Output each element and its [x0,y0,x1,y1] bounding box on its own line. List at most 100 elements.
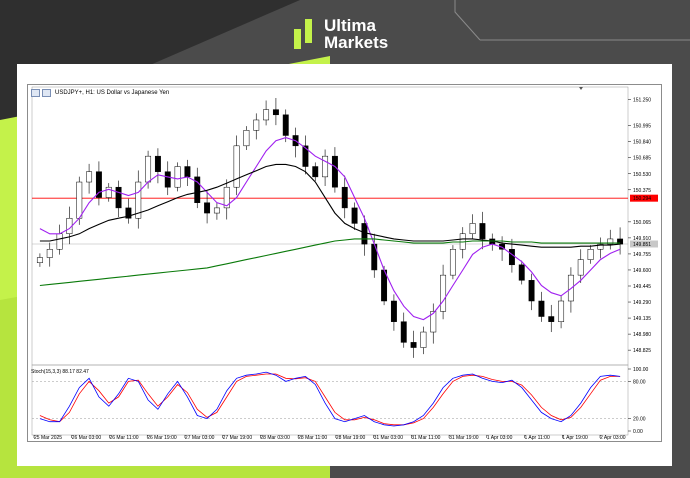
price-tick-label: 150.065 [633,220,651,226]
stochastic-label: Stoch(15,3,3) 88.17 82.47 [31,369,89,375]
bull-candle [145,155,152,183]
bull-candle [469,223,476,235]
price-chart[interactable]: 151.250 150.995 150.840 150.685 150.530 150.3… [28,85,661,441]
stochastic-signal-line [39,373,621,426]
time-tick-label: 26 Mar 11:00 [109,435,138,441]
bear-candle [154,155,161,172]
bear-candle [518,264,525,281]
bear-candle [282,114,289,136]
bear-candle [184,166,191,178]
bull-candle [243,130,250,147]
bull-candle [105,186,112,198]
bear-candle [95,171,102,198]
price-tick-label: 150.530 [633,172,651,178]
bear-candle [115,186,122,209]
chart-window[interactable]: 151.250 150.995 150.840 150.685 150.530 150.3… [27,84,662,442]
bear-candle [341,186,348,209]
stochastic-pane-frame [31,364,629,436]
ma-fast-line [39,137,621,321]
time-tick-label: 28 Mar 11:00 [298,435,327,441]
price-tick-label: 151.250 [633,97,651,103]
window-restore-icon[interactable] [31,89,40,97]
current-price-tag [630,240,658,248]
bull-candle [76,181,83,219]
bear-candle [410,342,417,348]
price-tick-label: 149.135 [633,316,651,322]
bull-candle [56,233,63,250]
bull-candle [449,249,456,276]
chart-title-bar: USDJPY+, H1: US Dollar vs Japanese Yen [31,88,169,98]
price-tick-label: 149.755 [633,252,651,258]
bull-candle [86,171,93,183]
stochastic-level-label: 20.00 [633,417,646,423]
ultima-markets-logo: Ultima Markets [292,14,388,54]
bear-candle [390,300,397,322]
time-tick-label: 31 Mar 03:00 [374,435,404,441]
bear-candle [538,300,545,317]
bull-candle [253,119,260,131]
resistance-price-tag [630,194,658,202]
price-tick-label: 149.910 [633,236,651,242]
stochastic-level-label: 100.00 [633,367,649,373]
stochastic-level-label: 0.00 [633,429,643,435]
bull-candle [223,186,230,209]
stochastic-level-label: 80.00 [633,379,646,385]
bear-candle [331,155,338,188]
price-pane-frame [31,86,629,366]
price-tick-label: 148.825 [633,348,651,354]
bull-candle [420,331,427,348]
time-tick-label: 26 Mar 19:00 [147,435,177,441]
bull-candle [577,259,584,276]
time-tick-label: 31 Mar 19:00 [449,435,479,441]
window-maximize-icon[interactable] [42,89,51,97]
bear-candle [400,321,407,343]
chart-title: USDJPY+, H1: US Dollar vs Japanese Yen [55,90,170,96]
brand-name-line1: Ultima [324,16,376,35]
bull-candle [135,181,142,219]
bull-candle [430,311,437,333]
price-tick-label: 149.445 [633,284,651,290]
bull-candle [233,145,240,188]
bear-candle [164,171,171,188]
bull-candle [587,249,594,260]
price-tick-label: 150.840 [633,140,651,146]
bull-candle [440,274,447,312]
time-tick-label: 28 Mar 03:00 [260,435,290,441]
time-tick-label: 26 Mar 03:00 [72,435,102,441]
time-tick-label: 1 Apr 19:00 [562,435,588,441]
time-tick-label: 2 Apr 03:00 [600,435,626,441]
bear-candle [194,176,201,203]
ma-slow-line [39,238,621,287]
bear-candle [479,223,486,240]
bear-candle [548,316,555,322]
bull-candle [558,300,565,322]
price-tick-label: 150.375 [633,188,651,194]
bear-candle [312,166,319,178]
bear-candle [528,280,535,302]
brand-name-line2: Markets [324,33,389,52]
time-tick-label: 27 Mar 03:00 [185,435,215,441]
bull-candle [607,238,614,245]
bull-candle [597,243,604,250]
brand-logo-icon [294,19,312,49]
stochastic-main-line [39,371,621,427]
price-tick-label: 149.290 [633,300,651,306]
bear-candle [272,109,279,116]
time-tick-label: 25 Mar 2025 [34,435,62,441]
bear-candle [361,223,368,245]
price-tick-label: 149.600 [633,268,651,274]
time-tick-label: 1 Apr 11:00 [525,435,550,441]
bear-candle [351,207,358,224]
ma-mid-line [39,163,621,248]
bull-candle [213,207,220,214]
time-tick-label: 28 Mar 19:00 [336,435,366,441]
bull-candle [174,166,181,188]
shift-marker-icon [579,87,583,90]
resistance-price-label: 150.294 [633,196,651,202]
price-tick-label: 150.685 [633,156,651,162]
time-tick-label: 31 Mar 11:00 [411,435,440,441]
bear-candle [204,202,211,214]
bear-candle [125,207,132,219]
bear-candle [508,249,515,266]
bull-candle [46,249,53,258]
